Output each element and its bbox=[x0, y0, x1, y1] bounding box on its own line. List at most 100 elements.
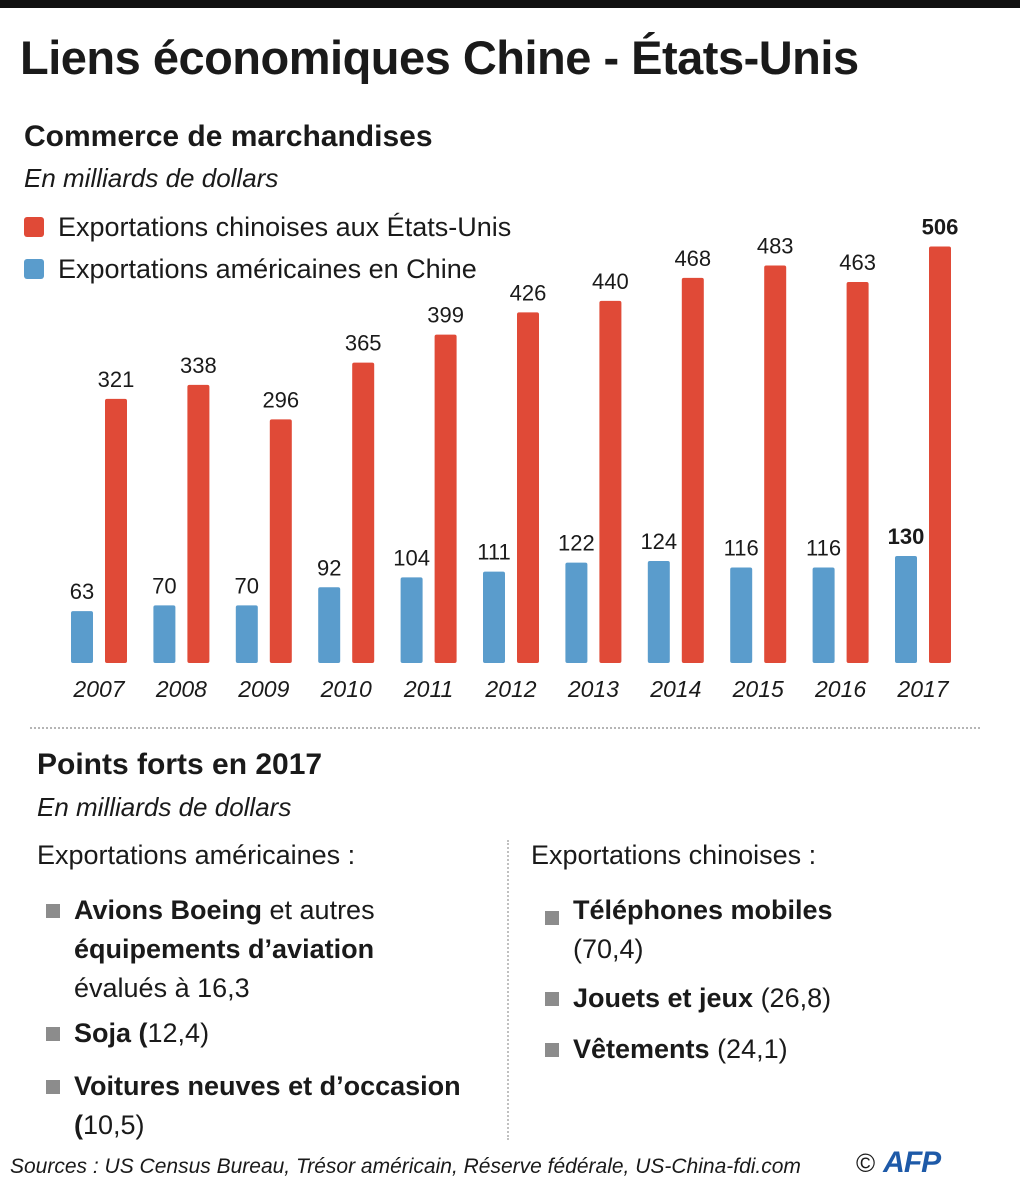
bar-us-2009 bbox=[235, 605, 258, 663]
legend-label-china: Exportations chinoises aux États-Unis bbox=[58, 211, 512, 242]
us-exports-title: Exportations américaines : bbox=[37, 840, 356, 870]
bar-china-2011 bbox=[434, 334, 457, 663]
bar-china-2007 bbox=[105, 398, 127, 663]
data-label-us-2009: 70 bbox=[235, 573, 259, 598]
x-tick-label-2014: 2014 bbox=[649, 676, 701, 702]
legend-swatch-china bbox=[24, 217, 44, 237]
bullet-icon bbox=[545, 1043, 559, 1057]
bar-china-2017 bbox=[929, 246, 951, 663]
data-label-us-2008: 70 bbox=[152, 573, 176, 598]
data-label-us-2011: 104 bbox=[393, 545, 430, 570]
china-highlight-phones: Téléphones mobiles (70,4) bbox=[545, 891, 993, 969]
trade-section-title: Commerce de marchandises bbox=[24, 120, 433, 153]
data-label-china-2016: 463 bbox=[839, 250, 876, 275]
data-label-us-2013: 122 bbox=[558, 531, 595, 556]
x-tick-label-2009: 2009 bbox=[237, 676, 289, 702]
trade-unit-label: En milliards de dollars bbox=[24, 163, 279, 193]
legend-item-china: Exportations chinoises aux États-Unis bbox=[24, 206, 511, 248]
aviation-text-2: évalués à 16,3 bbox=[74, 973, 250, 1003]
legend-swatch-us bbox=[24, 259, 44, 279]
data-label-us-2007: 63 bbox=[70, 579, 94, 604]
data-label-china-2011: 399 bbox=[427, 303, 464, 328]
bar-us-2012 bbox=[483, 571, 505, 663]
data-label-us-2012: 111 bbox=[477, 540, 510, 565]
copyright-symbol: © bbox=[856, 1147, 876, 1178]
phones-bold: Téléphones mobiles bbox=[573, 895, 833, 925]
trade-bar-chart: 63 321 2007 70 338 2008 70 296 2009 92 365 2010 104 3… bbox=[70, 215, 959, 702]
bar-china-2013 bbox=[599, 300, 622, 663]
bullet-icon bbox=[46, 1080, 60, 1094]
x-tick-label-2007: 2007 bbox=[72, 676, 125, 702]
x-tick-label-2013: 2013 bbox=[567, 676, 619, 702]
bar-us-2016 bbox=[812, 567, 835, 663]
us-highlight-aviation: Avions Boeing et autres équipements d’av… bbox=[46, 891, 494, 1008]
data-label-china-2010: 365 bbox=[345, 331, 382, 356]
bar-us-2014 bbox=[647, 560, 670, 663]
page-title: Liens économiques Chine - États-Unis bbox=[20, 31, 859, 84]
highlights-unit-label: En milliards de dollars bbox=[37, 792, 292, 822]
china-exports-title: Exportations chinoises : bbox=[531, 840, 817, 870]
bar-china-2012 bbox=[517, 312, 539, 663]
x-tick-label-2015: 2015 bbox=[732, 676, 784, 702]
bar-china-2008 bbox=[187, 384, 210, 663]
section-divider bbox=[30, 727, 980, 729]
data-label-china-2015: 483 bbox=[757, 233, 794, 258]
soy-text: 12,4) bbox=[147, 1018, 210, 1048]
legend-item-us: Exportations américaines en Chine bbox=[24, 248, 511, 290]
x-tick-label-2008: 2008 bbox=[155, 676, 207, 702]
data-label-china-2009: 296 bbox=[262, 387, 299, 412]
x-tick-label-2016: 2016 bbox=[814, 676, 866, 702]
bar-us-2011 bbox=[400, 577, 423, 663]
phones-text: (70,4) bbox=[573, 934, 644, 964]
sources-note: Sources : US Census Bureau, Trésor améri… bbox=[10, 1155, 801, 1178]
afp-logo: AFP bbox=[883, 1146, 941, 1179]
legend-label-us: Exportations américaines en Chine bbox=[58, 253, 477, 284]
bar-us-2010 bbox=[318, 587, 341, 663]
data-label-us-2010: 92 bbox=[317, 555, 341, 580]
bar-china-2009 bbox=[269, 419, 292, 663]
clothing-bold: Vêtements bbox=[573, 1034, 710, 1064]
bar-china-2014 bbox=[681, 277, 704, 663]
cars-text: 10,5) bbox=[83, 1110, 145, 1140]
x-tick-label-2011: 2011 bbox=[403, 676, 453, 702]
bar-us-2007 bbox=[71, 611, 93, 663]
clothing-text: (24,1) bbox=[709, 1034, 788, 1064]
cars-bold-paren: ( bbox=[74, 1110, 83, 1140]
data-label-us-2014: 124 bbox=[640, 529, 677, 554]
data-label-china-2007: 321 bbox=[98, 367, 135, 392]
bar-us-2017 bbox=[895, 556, 917, 663]
bullet-icon bbox=[46, 1027, 60, 1041]
highlights-title: Points forts en 2017 bbox=[37, 748, 323, 781]
toys-text: (26,8) bbox=[753, 983, 832, 1013]
bar-us-2013 bbox=[565, 562, 588, 663]
data-label-china-2008: 338 bbox=[180, 353, 217, 378]
data-label-us-2017: 130 bbox=[888, 524, 925, 549]
x-tick-label-2010: 2010 bbox=[320, 676, 372, 702]
bar-china-2015 bbox=[764, 265, 787, 663]
china-highlight-clothing: Vêtements (24,1) bbox=[545, 1030, 993, 1069]
bar-us-2015 bbox=[730, 567, 753, 663]
us-highlight-soy: Soja (12,4) bbox=[46, 1014, 494, 1053]
bar-china-2016 bbox=[846, 281, 869, 663]
data-label-china-2014: 468 bbox=[674, 246, 711, 271]
chart-legend: Exportations chinoises aux États-Unis Ex… bbox=[24, 206, 511, 290]
us-highlight-cars: Voitures neuves et d’occasion (10,5) bbox=[46, 1067, 504, 1145]
bar-us-2008 bbox=[153, 605, 176, 663]
bullet-icon bbox=[545, 992, 559, 1006]
data-label-china-2012: 426 bbox=[510, 280, 547, 305]
cars-bold: Voitures neuves et d’occasion bbox=[74, 1071, 461, 1101]
aviation-text-1: et autres bbox=[262, 895, 375, 925]
data-label-china-2013: 440 bbox=[592, 269, 629, 294]
column-separator bbox=[507, 840, 509, 1140]
toys-bold: Jouets et jeux bbox=[573, 983, 754, 1013]
data-label-us-2015: 116 bbox=[724, 536, 759, 561]
afp-credit: © AFP bbox=[856, 1146, 941, 1180]
aviation-bold-1: Avions Boeing bbox=[74, 895, 263, 925]
bullet-icon bbox=[545, 911, 559, 925]
data-label-china-2017: 506 bbox=[922, 215, 959, 240]
china-highlight-toys: Jouets et jeux (26,8) bbox=[545, 979, 993, 1018]
bullet-icon bbox=[46, 904, 60, 918]
bar-china-2010 bbox=[352, 362, 375, 663]
data-label-us-2016: 116 bbox=[806, 536, 841, 561]
aviation-bold-2: équipements d’aviation bbox=[74, 934, 375, 964]
